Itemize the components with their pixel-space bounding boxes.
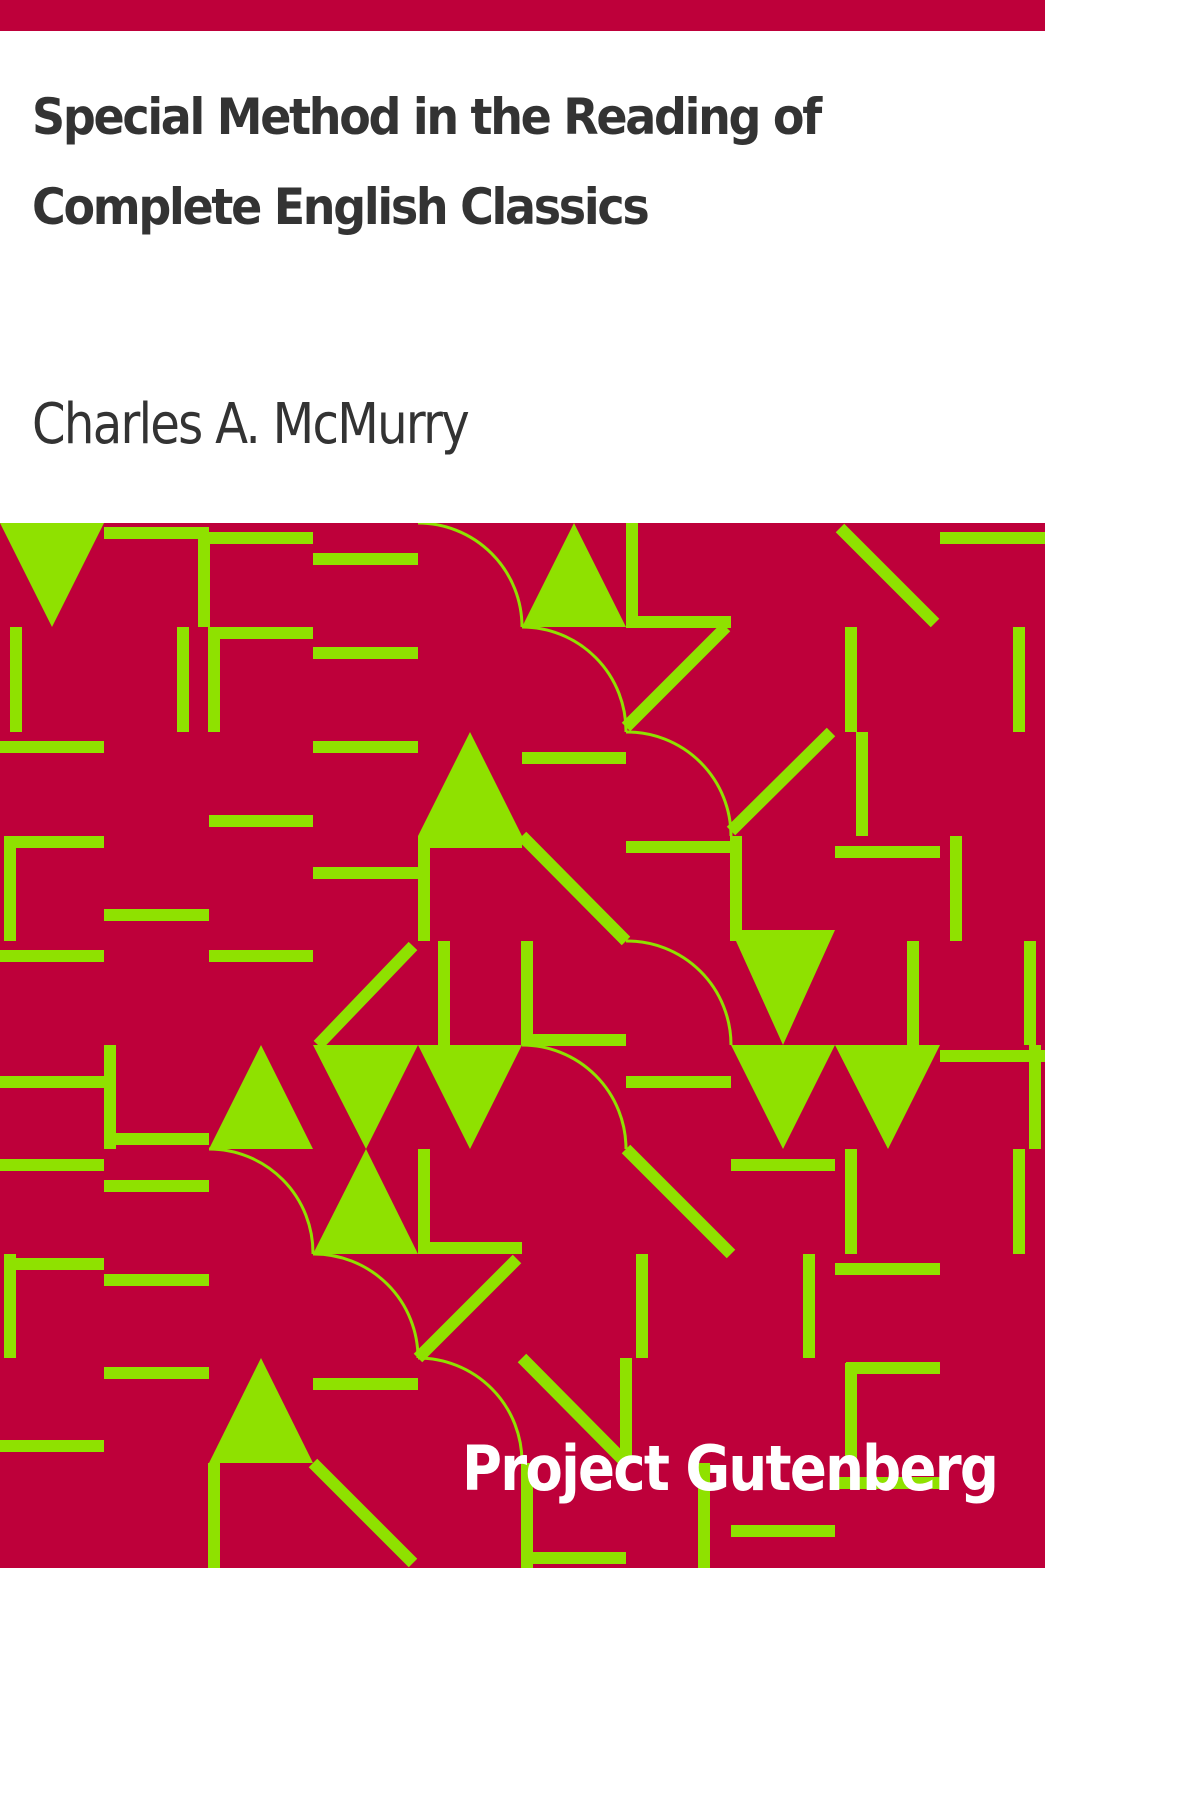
pattern-line xyxy=(308,1458,418,1568)
pattern-triangle xyxy=(0,523,104,627)
pattern-arc xyxy=(417,1356,524,1464)
pattern-arc xyxy=(312,1252,420,1359)
pattern-triangle xyxy=(209,1045,313,1149)
pattern-arc xyxy=(208,1147,315,1255)
cover-pattern xyxy=(0,523,1045,1568)
pattern-line xyxy=(517,831,631,946)
pattern-lines xyxy=(0,523,1045,1568)
pattern-line xyxy=(313,941,418,1050)
pattern-line xyxy=(517,1353,631,1468)
publisher-logo-text: Project Gutenberg xyxy=(461,1432,999,1505)
pattern-line xyxy=(413,1254,522,1363)
pattern-triangle xyxy=(731,930,835,1045)
pattern-line xyxy=(621,1144,736,1259)
pattern-arc xyxy=(417,523,524,628)
pattern-arc xyxy=(521,625,628,733)
pattern-triangle xyxy=(522,523,626,627)
pattern-triangle xyxy=(731,1045,835,1149)
pattern-triangle xyxy=(209,1358,313,1463)
pattern-triangle xyxy=(418,732,522,836)
pattern-line xyxy=(726,727,836,836)
book-author: Charles A. McMurry xyxy=(32,392,470,457)
pattern-arc xyxy=(625,939,733,1046)
top-color-bar xyxy=(0,0,1045,31)
pattern-line xyxy=(621,622,731,732)
pattern-triangle xyxy=(835,1045,940,1149)
pattern-arcs xyxy=(208,523,733,1464)
pattern-arc xyxy=(625,730,733,837)
pattern-triangle xyxy=(313,1149,418,1254)
pattern-line xyxy=(835,523,940,628)
pattern-triangle xyxy=(313,1045,418,1149)
pattern-triangles xyxy=(0,523,940,1463)
book-title: Special Method in the Reading of Complet… xyxy=(32,88,822,236)
pattern-arc xyxy=(521,1043,628,1150)
pattern-triangle xyxy=(418,1045,522,1149)
